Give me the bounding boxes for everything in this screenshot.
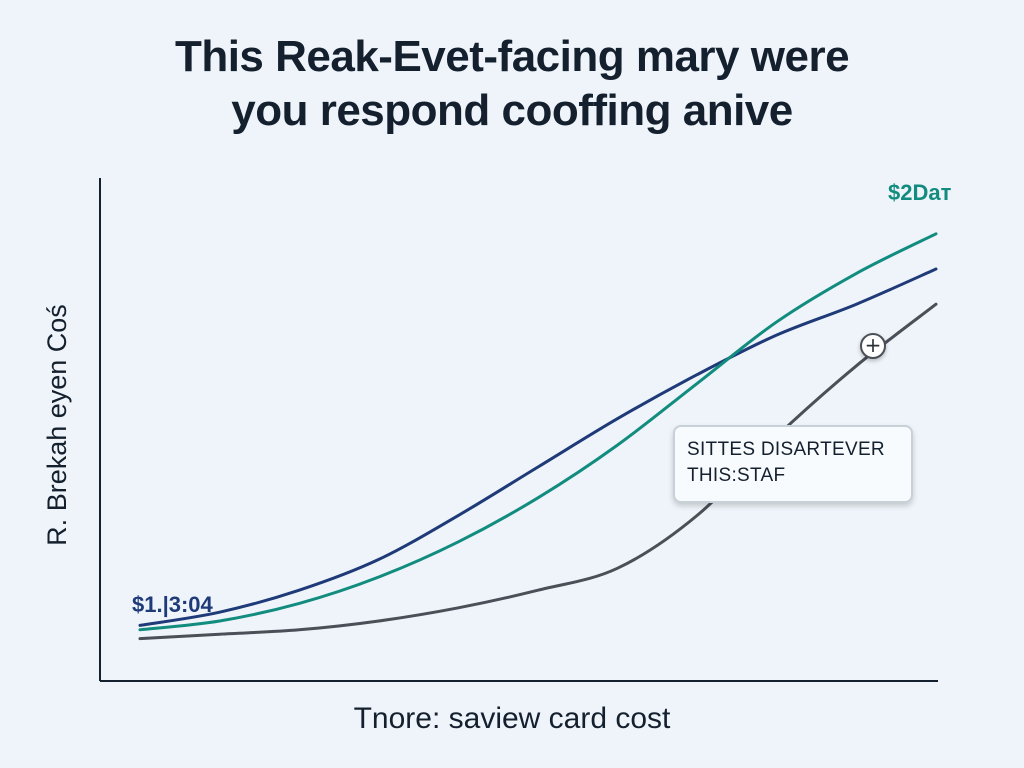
plus-icon[interactable]: + bbox=[860, 333, 886, 359]
series-line-1 bbox=[138, 267, 938, 627]
start-value-label: $1.|3:04 bbox=[132, 592, 213, 617]
chart-title-line-2: you respond cooffing anive bbox=[231, 86, 793, 135]
x-axis-label: Tnore: saview card cost bbox=[353, 702, 671, 735]
end-value-label: $2Dат bbox=[888, 180, 952, 205]
series-layer bbox=[138, 232, 938, 641]
chart-title: This Reak-Evet-facing mary were you resp… bbox=[0, 30, 1024, 138]
y-axis-label: R. Brekah eyen Coś bbox=[42, 304, 72, 546]
series-line-2 bbox=[138, 232, 938, 632]
callout-line-1: SITTES DISARTEVER bbox=[687, 439, 885, 460]
series-line-3 bbox=[138, 302, 938, 641]
callout-line-2: THIS:STAF bbox=[687, 465, 786, 486]
chart-title-line-1: This Reak-Evet-facing mary were bbox=[174, 32, 850, 81]
annotation-callout: SITTES DISARTEVER THIS:STAF bbox=[673, 425, 913, 503]
